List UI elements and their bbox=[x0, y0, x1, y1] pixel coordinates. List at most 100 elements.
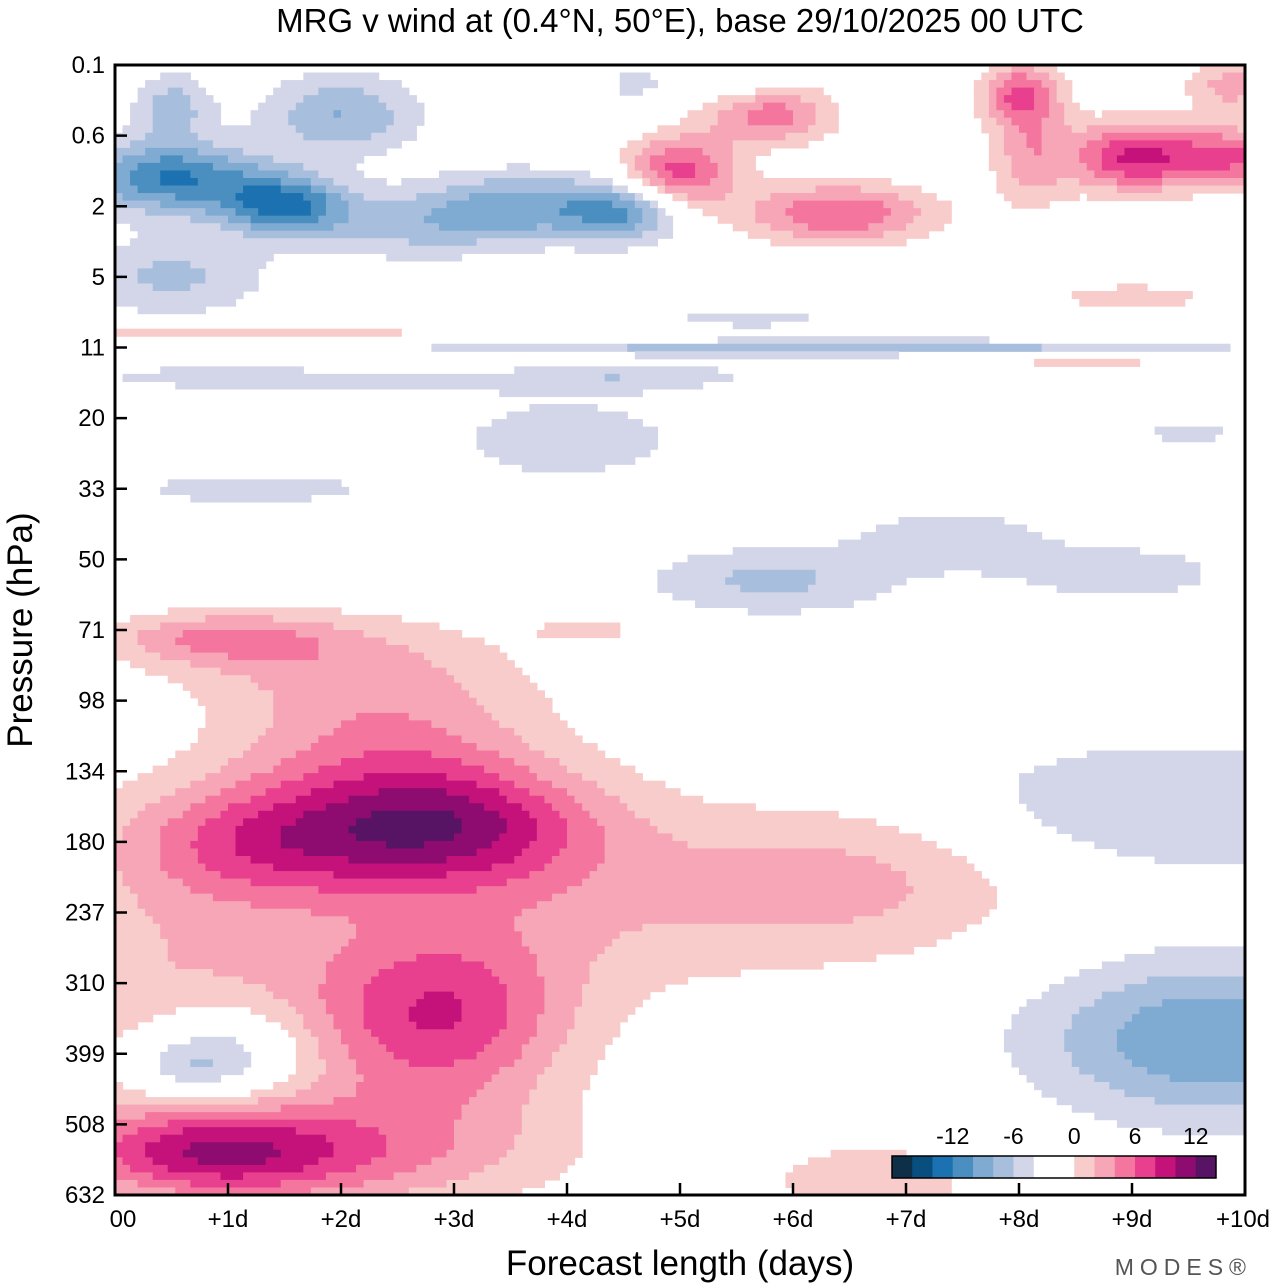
contour-cell bbox=[160, 622, 335, 631]
contour-cell bbox=[341, 110, 395, 119]
contour-cell bbox=[115, 162, 139, 172]
contour-cell bbox=[544, 795, 576, 804]
contour-cell bbox=[906, 878, 990, 887]
contour-cell bbox=[348, 825, 463, 834]
x-tick-label: +9d bbox=[1112, 1206, 1153, 1233]
contour-cell bbox=[1116, 1036, 1245, 1045]
contour-cell bbox=[868, 223, 907, 232]
contour-cell bbox=[1019, 773, 1245, 782]
contour-cell bbox=[130, 238, 410, 247]
contour-cell bbox=[182, 630, 297, 639]
contour-cell bbox=[521, 908, 884, 917]
contour-cell bbox=[378, 1036, 493, 1045]
contour-cell bbox=[604, 848, 847, 857]
contour-cell bbox=[115, 132, 146, 141]
contour-cell bbox=[190, 95, 214, 104]
contour-cell bbox=[228, 215, 252, 224]
contour-cell bbox=[672, 562, 1201, 571]
contour-cell bbox=[536, 1021, 576, 1030]
contour-cell bbox=[348, 1044, 387, 1053]
contour-cell bbox=[197, 178, 282, 187]
contour-cell bbox=[996, 95, 1005, 104]
contour-cell bbox=[1064, 117, 1245, 126]
contour-cell bbox=[348, 856, 448, 865]
contour-cell bbox=[1011, 1059, 1073, 1068]
contour-cell bbox=[454, 1059, 515, 1068]
contour-cell bbox=[634, 155, 651, 164]
contour-cell bbox=[130, 1164, 169, 1173]
contour-cell bbox=[197, 1157, 267, 1166]
contour-cell bbox=[288, 170, 319, 179]
y-tick-label: 508 bbox=[65, 1111, 105, 1138]
contour-cell bbox=[567, 825, 606, 834]
contour-cell bbox=[484, 1164, 568, 1173]
contour-cell bbox=[423, 991, 455, 1000]
contour-cell bbox=[160, 825, 199, 834]
contour-cell bbox=[115, 1021, 139, 1030]
contour-cell bbox=[642, 147, 666, 156]
contour-cell bbox=[115, 630, 139, 639]
contour-cell bbox=[973, 102, 990, 111]
contour-cell bbox=[747, 110, 794, 119]
contour-cell bbox=[529, 946, 606, 955]
contour-cell bbox=[160, 931, 357, 940]
contour-cell bbox=[115, 1187, 176, 1195]
contour-cell bbox=[476, 1051, 523, 1060]
contour-cell bbox=[996, 117, 1013, 126]
contour-cell bbox=[122, 878, 184, 887]
contour-cell bbox=[717, 117, 749, 126]
contour-cell bbox=[115, 140, 131, 149]
contour-cell bbox=[634, 162, 651, 172]
contour-cell bbox=[310, 743, 478, 752]
contour-cell bbox=[476, 426, 658, 435]
contour-cell bbox=[1229, 162, 1245, 172]
contour-cell bbox=[122, 833, 161, 842]
contour-cell bbox=[491, 1074, 538, 1083]
contour-cell bbox=[122, 825, 161, 834]
contour-cell bbox=[137, 893, 214, 902]
contour-cell bbox=[582, 803, 628, 812]
contour-cell bbox=[521, 1112, 583, 1121]
contour-cell bbox=[167, 938, 350, 947]
contour-cell bbox=[702, 208, 756, 217]
contour-cell bbox=[333, 780, 478, 789]
contour-cell bbox=[145, 147, 199, 156]
contour-cell bbox=[318, 645, 410, 654]
contour-cell bbox=[190, 660, 432, 669]
contour-cell bbox=[152, 125, 191, 134]
colorbar-swatch bbox=[892, 1156, 913, 1178]
contour-cell bbox=[883, 215, 915, 224]
contour-cell bbox=[506, 999, 545, 1008]
contour-cell bbox=[446, 1179, 545, 1189]
contour-cell bbox=[295, 630, 365, 639]
contour-cell bbox=[589, 810, 636, 819]
contour-cell bbox=[423, 840, 493, 850]
contour-cell bbox=[1071, 125, 1088, 134]
contour-cell bbox=[145, 1149, 184, 1158]
contour-cell bbox=[1079, 1066, 1148, 1076]
contour-cell bbox=[770, 223, 809, 232]
contour-cell bbox=[303, 1021, 335, 1030]
contour-cell bbox=[115, 185, 139, 194]
contour-cell bbox=[318, 1157, 372, 1166]
contour-cell bbox=[921, 208, 952, 217]
contour-cell bbox=[1026, 140, 1043, 149]
contour-cell bbox=[356, 1082, 485, 1091]
contour-cell bbox=[1207, 80, 1245, 89]
contour-cell bbox=[303, 848, 478, 857]
contour-cell bbox=[567, 765, 636, 774]
contour-cell bbox=[182, 87, 206, 96]
contour-cell bbox=[1079, 969, 1245, 978]
contour-cell bbox=[115, 946, 169, 955]
contour-cell bbox=[1116, 1044, 1245, 1053]
contour-cell bbox=[1064, 1029, 1118, 1038]
contour-cell bbox=[988, 110, 1005, 119]
contour-cell bbox=[258, 682, 463, 691]
contour-cell bbox=[273, 803, 327, 812]
contour-cell bbox=[717, 336, 990, 345]
contour-cell bbox=[115, 818, 131, 827]
contour-cell bbox=[115, 1104, 282, 1113]
contour-cell bbox=[461, 1112, 523, 1121]
contour-cell bbox=[250, 215, 319, 224]
contour-cell bbox=[348, 795, 470, 804]
